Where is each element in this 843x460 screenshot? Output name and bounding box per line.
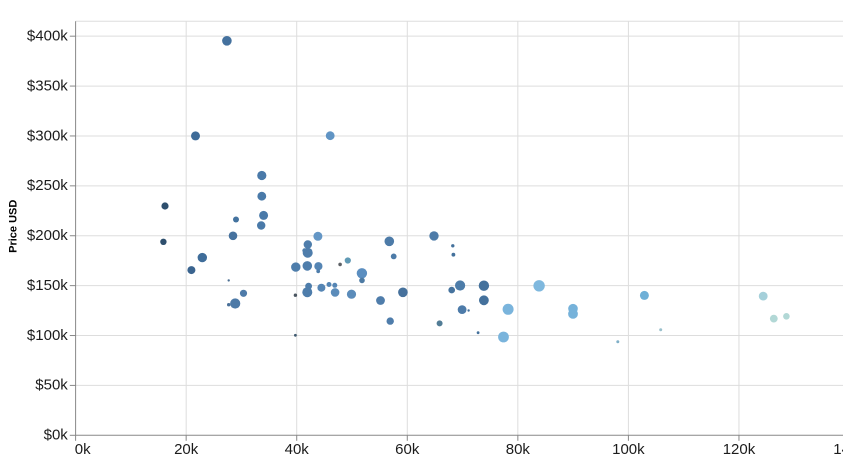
svg-text:80k: 80k (506, 441, 531, 458)
svg-text:100k: 100k (612, 441, 645, 458)
svg-text:0k: 0k (75, 441, 91, 458)
svg-text:$250k: $250k (27, 177, 68, 194)
svg-text:$350k: $350k (27, 77, 68, 94)
svg-text:$100k: $100k (27, 327, 68, 344)
svg-text:20k: 20k (174, 441, 199, 458)
svg-text:120k: 120k (723, 441, 756, 458)
svg-text:60k: 60k (395, 441, 420, 458)
svg-text:Price USD: Price USD (8, 200, 20, 253)
svg-text:$150k: $150k (27, 277, 68, 294)
svg-text:$50k: $50k (35, 377, 68, 394)
svg-text:40k: 40k (285, 441, 310, 458)
svg-text:$400k: $400k (27, 27, 68, 44)
svg-text:$300k: $300k (27, 127, 68, 144)
svg-text:$0k: $0k (44, 427, 69, 444)
svg-text:140k: 140k (833, 441, 843, 458)
svg-text:$200k: $200k (27, 227, 68, 244)
